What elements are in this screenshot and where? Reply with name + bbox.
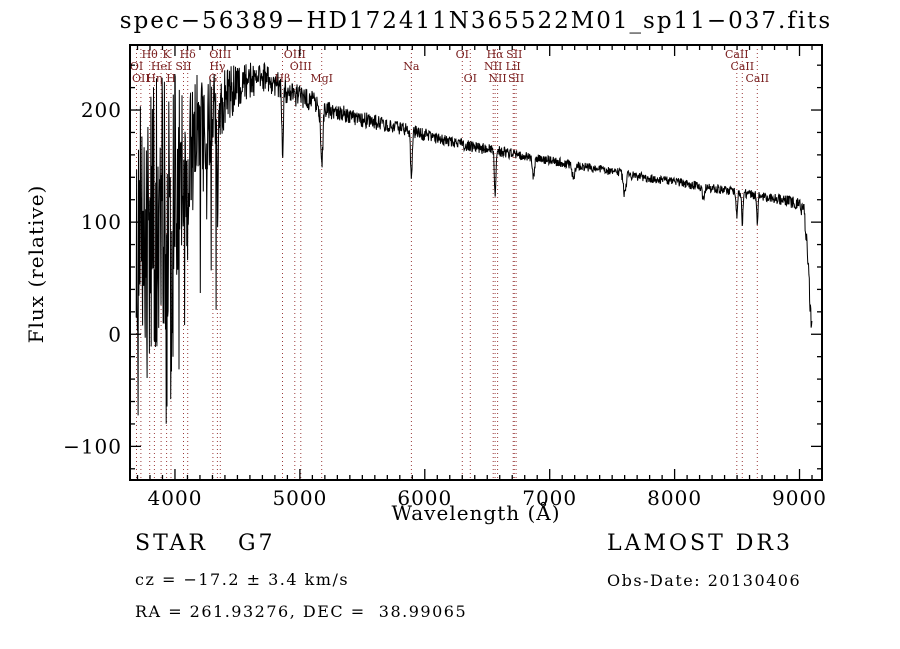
line-label-OII: OII	[132, 72, 150, 85]
y-tick--100: −100	[63, 434, 122, 458]
line-label-Hα: Hα	[487, 48, 505, 61]
plot-frame	[129, 44, 823, 481]
line-label-OI: OI	[456, 48, 469, 61]
x-tick-labels: 4000 5000 6000 7000 8000 9000	[148, 486, 827, 510]
x-tick-8000: 8000	[647, 486, 702, 510]
line-label-LiI: LiI	[506, 60, 521, 73]
x-tick-4000: 4000	[148, 486, 203, 510]
x-axis-label: Wavelength (Å)	[391, 501, 561, 525]
ra-dec-label: RA = 261.93276, DEC = 38.99065	[135, 602, 468, 621]
line-label-SII: SII	[175, 60, 191, 73]
obs-date-label: Obs-Date: 20130406	[607, 571, 802, 590]
y-tick-100: 100	[81, 210, 122, 234]
line-label-H: H	[166, 72, 176, 85]
line-label-SII: SII	[508, 72, 524, 85]
x-tick-9000: 9000	[772, 486, 827, 510]
line-label-CaII: CaII	[725, 48, 749, 61]
line-label-K: K	[162, 48, 171, 61]
line-label-Hγ: Hγ	[209, 60, 226, 73]
plot-title: spec−56389−HD172411N365522M01_sp11−037.f…	[119, 8, 833, 34]
y-tick-200: 200	[81, 98, 122, 122]
line-label-HeI: HeI	[151, 60, 171, 73]
line-label-Hη: Hη	[146, 72, 162, 85]
line-label-CaII: CaII	[730, 60, 754, 73]
line-label-SII: SII	[506, 48, 522, 61]
line-label-CaII: CaII	[745, 72, 769, 85]
y-tick-labels: −100 0 100 200	[63, 98, 122, 458]
line-label-NII: NII	[488, 72, 506, 85]
line-label-Hθ: Hθ	[142, 48, 159, 61]
x-tick-5000: 5000	[272, 486, 327, 510]
line-label-NII: NII	[484, 60, 502, 73]
line-label-OI: OI	[130, 60, 143, 73]
line-label-OIII: OIII	[209, 48, 231, 61]
spectrum-path	[135, 61, 813, 424]
line-label-Na: Na	[403, 60, 420, 73]
y-tick-0: 0	[108, 322, 122, 346]
line-label-OIII: OIII	[290, 60, 312, 73]
line-label-MgI: MgI	[310, 72, 333, 85]
x-tick-7000: 7000	[522, 486, 577, 510]
line-label-Hδ: Hδ	[180, 48, 197, 61]
survey-release-label: LAMOST DR3	[607, 531, 793, 556]
line-label-G: G	[209, 72, 218, 85]
object-class-label: STAR G7	[135, 531, 276, 556]
radial-velocity-label: cz = −17.2 ± 3.4 km/s	[135, 570, 350, 589]
x-tick-6000: 6000	[397, 486, 452, 510]
line-label-OI: OI	[464, 72, 477, 85]
